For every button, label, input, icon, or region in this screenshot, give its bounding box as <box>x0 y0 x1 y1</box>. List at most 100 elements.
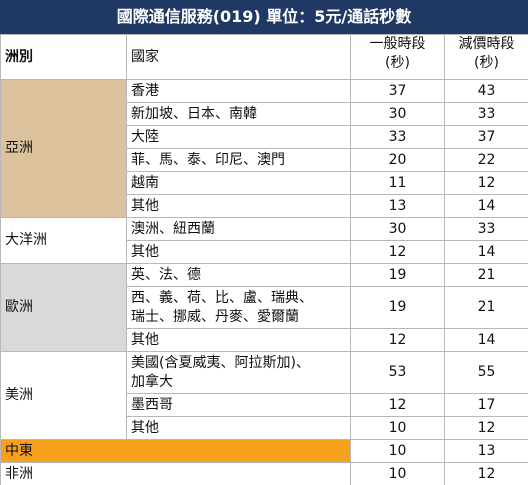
header-text: 一般時段 <box>369 36 426 52</box>
region-name: 亞洲 <box>5 140 33 156</box>
data-row: 墨西哥 12 17 <box>1 393 528 417</box>
region-cell: 大洋洲 <box>0 217 127 264</box>
value-text: 14 <box>477 243 496 260</box>
value-text: 13 <box>388 197 407 214</box>
data-row: 美洲 美國(含夏威夷、阿拉斯加)、 加拿大 53 55 <box>0 351 528 440</box>
data-row: 大洋洲 澳洲、紐西蘭 30 33 <box>0 217 528 264</box>
country-cell: 英、法、德 <box>126 263 351 287</box>
value-text: 10 <box>388 442 407 459</box>
country-cell: 新加坡、日本、南韓 <box>126 102 351 126</box>
country-name: 瑞士、挪威、丹麥、愛爾蘭 <box>131 308 299 325</box>
data-row: 其他 12 14 <box>1 240 528 264</box>
header-text: (秒) <box>385 55 410 71</box>
value-cell: 43 <box>444 79 528 103</box>
region-cell: 非洲 <box>0 462 351 485</box>
region-name: 中東 <box>5 442 33 459</box>
country-name: 新加坡、日本、南韓 <box>131 105 257 122</box>
value-text: 11 <box>388 174 407 191</box>
region-cell: 中東 <box>0 439 351 463</box>
value-cell: 13 <box>350 194 445 218</box>
header-cell: 洲別 <box>0 34 127 80</box>
value-cell: 37 <box>350 79 445 103</box>
country-name: 墨西哥 <box>131 396 173 413</box>
country-cell: 菲、馬、泰、印尼、澳門 <box>126 148 351 172</box>
value-text: 33 <box>388 128 407 145</box>
value-cell: 33 <box>350 125 445 149</box>
value-text: 37 <box>388 82 407 99</box>
country-cell: 澳洲、紐西蘭 <box>126 217 351 241</box>
header-text: 洲別 <box>5 48 33 65</box>
country-name: 菲、馬、泰、印尼、澳門 <box>131 151 285 168</box>
region-name: 美洲 <box>5 387 33 403</box>
value-cell: 37 <box>444 125 528 149</box>
value-text: 43 <box>477 82 496 99</box>
value-cell: 21 <box>444 286 528 329</box>
value-cell: 17 <box>444 393 528 417</box>
value-text: 14 <box>477 331 496 348</box>
data-row: 亞洲 香港 37 43 <box>0 79 528 218</box>
header-text: 國家 <box>131 48 159 65</box>
country-name: 越南 <box>131 174 159 191</box>
value-cell: 12 <box>444 171 528 195</box>
value-cell: 10 <box>350 439 445 463</box>
table-body: 洲別 國家 一般時段 (秒) 減價時段 (秒) 亞洲 香港 37 43 新加坡、日本、南韓 30 33 大… <box>0 34 528 485</box>
country-name: 加拿大 <box>131 373 173 390</box>
value-cell: 12 <box>350 240 445 264</box>
header-text: (秒) <box>474 55 499 71</box>
rate-table: 洲別 國家 一般時段 (秒) 減價時段 (秒) 亞洲 香港 37 43 新加坡、日本、南韓 30 33 大… <box>0 34 528 485</box>
region-cell: 亞洲 <box>0 79 127 218</box>
value-cell: 14 <box>444 194 528 218</box>
region-name: 大洋洲 <box>5 232 47 248</box>
value-text: 33 <box>477 220 496 237</box>
title: 國際通信服務(019) 單位：5元/通話秒數 <box>0 0 528 34</box>
value-cell: 22 <box>444 148 528 172</box>
country-name: 其他 <box>131 331 159 348</box>
value-cell: 13 <box>444 439 528 463</box>
value-text: 22 <box>477 151 496 168</box>
data-row: 其他 13 14 <box>1 194 528 218</box>
value-cell: 14 <box>444 328 528 352</box>
value-cell: 19 <box>350 263 445 287</box>
value-cell: 12 <box>350 393 445 417</box>
value-text: 37 <box>477 128 496 145</box>
value-text: 10 <box>388 465 407 482</box>
data-row: 大陸 33 37 <box>1 125 528 149</box>
header-cell: 國家 <box>126 34 351 80</box>
country-cell: 其他 <box>126 416 351 440</box>
data-row: 菲、馬、泰、印尼、澳門 20 22 <box>1 148 528 172</box>
value-text: 30 <box>388 220 407 237</box>
region-cell: 美洲 <box>0 351 127 440</box>
value-cell: 10 <box>350 416 445 440</box>
country-name: 西、義、荷、比、盧、瑞典、 <box>131 289 313 306</box>
value-cell: 21 <box>444 263 528 287</box>
header-row: 洲別 國家 一般時段 (秒) 減價時段 (秒) <box>0 34 528 80</box>
value-text: 17 <box>477 396 496 413</box>
header-cell: 減價時段 (秒) <box>444 34 528 80</box>
data-row: 非洲 10 12 <box>0 462 528 485</box>
country-name: 其他 <box>131 419 159 436</box>
country-name: 澳洲、紐西蘭 <box>131 220 215 237</box>
data-row: 歐洲 英、法、德 19 21 <box>0 263 528 352</box>
data-row: 中東 10 13 <box>0 439 528 463</box>
value-text: 12 <box>477 174 496 191</box>
value-text: 12 <box>388 243 407 260</box>
value-text: 55 <box>477 364 496 380</box>
value-cell: 12 <box>350 328 445 352</box>
value-text: 21 <box>477 299 496 315</box>
country-name: 美國(含夏威夷、阿拉斯加)、 <box>131 354 310 371</box>
country-cell: 其他 <box>126 328 351 352</box>
country-name: 香港 <box>131 82 159 99</box>
value-cell: 12 <box>444 462 528 485</box>
value-cell: 12 <box>444 416 528 440</box>
value-cell: 11 <box>350 171 445 195</box>
value-text: 13 <box>477 442 496 459</box>
value-text: 12 <box>477 419 496 436</box>
value-text: 30 <box>388 105 407 122</box>
value-cell: 55 <box>444 351 528 394</box>
value-cell: 14 <box>444 240 528 264</box>
value-text: 12 <box>388 396 407 413</box>
header-cell: 一般時段 (秒) <box>350 34 445 80</box>
value-text: 33 <box>477 105 496 122</box>
value-text: 10 <box>388 419 407 436</box>
